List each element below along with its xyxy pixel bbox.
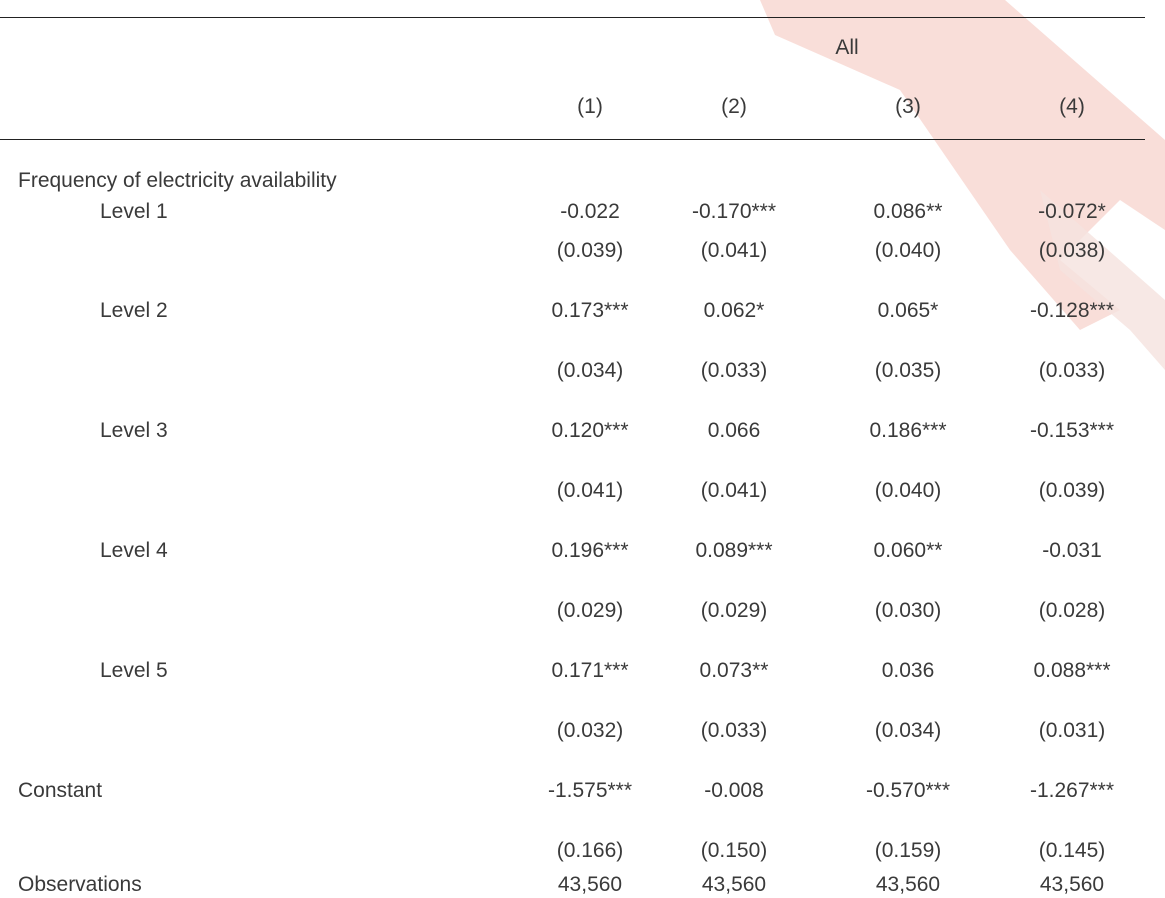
se-level-5-col-4: (0.031)	[1038, 719, 1106, 742]
coef-level-2-col-2: 0.062*	[703, 299, 765, 322]
se-level-3-col-2: (0.041)	[700, 479, 768, 502]
se-level-4-col-2: (0.029)	[700, 599, 768, 622]
coef-level-2-col-1: 0.173***	[551, 299, 629, 322]
coef-level-1-col-3: 0.086**	[873, 200, 943, 223]
column-header-2: (2)	[721, 95, 747, 118]
se-level-4-col-4: (0.028)	[1038, 599, 1106, 622]
se-level-1-col-1: (0.039)	[556, 239, 624, 262]
coef-level-3-col-4: -0.153***	[1029, 419, 1115, 442]
coef-level-4-col-1: 0.196***	[551, 539, 629, 562]
se-level-5-col-3: (0.034)	[874, 719, 942, 742]
se-constant-col-1: (0.166)	[556, 839, 624, 862]
se-level-5-col-1: (0.032)	[556, 719, 624, 742]
header-rule	[0, 139, 1145, 140]
coef-constant-col-3: -0.570***	[865, 779, 951, 802]
se-level-2-col-2: (0.033)	[700, 359, 768, 382]
row-label-constant: Constant	[18, 779, 103, 802]
obs-col-3: 43,560	[875, 873, 941, 896]
section-label: Frequency of electricity availability	[18, 169, 337, 192]
se-level-2-col-1: (0.034)	[556, 359, 624, 382]
coef-level-5-col-1: 0.171***	[551, 659, 629, 682]
row-label-level-3: Level 3	[100, 419, 168, 442]
obs-col-4: 43,560	[1039, 873, 1105, 896]
row-label-level-2: Level 2	[100, 299, 168, 322]
coef-level-1-col-4: -0.072*	[1038, 200, 1106, 223]
coef-constant-col-2: -0.008	[704, 779, 764, 802]
column-header-4: (4)	[1059, 95, 1085, 118]
se-constant-col-2: (0.150)	[700, 839, 768, 862]
row-label-level-5: Level 5	[100, 659, 168, 682]
coef-level-3-col-1: 0.120***	[551, 419, 629, 442]
se-level-2-col-4: (0.033)	[1038, 359, 1106, 382]
se-level-3-col-3: (0.040)	[874, 479, 942, 502]
se-level-1-col-3: (0.040)	[874, 239, 942, 262]
se-level-3-col-4: (0.039)	[1038, 479, 1106, 502]
coef-level-1-col-2: -0.170***	[691, 200, 777, 223]
coef-level-2-col-3: 0.065*	[877, 299, 939, 322]
se-level-4-col-3: (0.030)	[874, 599, 942, 622]
coef-level-1-col-1: -0.022	[560, 200, 620, 223]
se-constant-col-3: (0.159)	[874, 839, 942, 862]
coef-level-3-col-3: 0.186***	[869, 419, 947, 442]
column-header-3: (3)	[895, 95, 921, 118]
se-level-1-col-2: (0.041)	[700, 239, 768, 262]
row-label-level-1: Level 1	[100, 200, 168, 223]
se-level-2-col-3: (0.035)	[874, 359, 942, 382]
se-constant-col-4: (0.145)	[1038, 839, 1106, 862]
top-rule	[0, 17, 1145, 18]
se-level-5-col-2: (0.033)	[700, 719, 768, 742]
row-label-level-4: Level 4	[100, 539, 168, 562]
se-level-4-col-1: (0.029)	[556, 599, 624, 622]
coef-level-5-col-4: 0.088***	[1033, 659, 1111, 682]
coef-constant-col-1: -1.575***	[547, 779, 633, 802]
coef-level-5-col-3: 0.036	[881, 659, 935, 682]
coef-level-3-col-2: 0.066	[707, 419, 761, 442]
obs-col-1: 43,560	[557, 873, 623, 896]
coef-level-4-col-3: 0.060**	[873, 539, 943, 562]
obs-col-2: 43,560	[701, 873, 767, 896]
coef-level-4-col-2: 0.089***	[695, 539, 773, 562]
se-level-3-col-1: (0.041)	[556, 479, 624, 502]
coef-level-2-col-4: -0.128***	[1029, 299, 1115, 322]
coef-constant-col-4: -1.267***	[1029, 779, 1115, 802]
row-label-observations: Observations	[18, 873, 142, 896]
coef-level-4-col-4: -0.031	[1042, 539, 1102, 562]
group-header: All	[835, 36, 859, 59]
se-level-1-col-4: (0.038)	[1038, 239, 1106, 262]
column-header-1: (1)	[577, 95, 603, 118]
coef-level-5-col-2: 0.073**	[699, 659, 769, 682]
